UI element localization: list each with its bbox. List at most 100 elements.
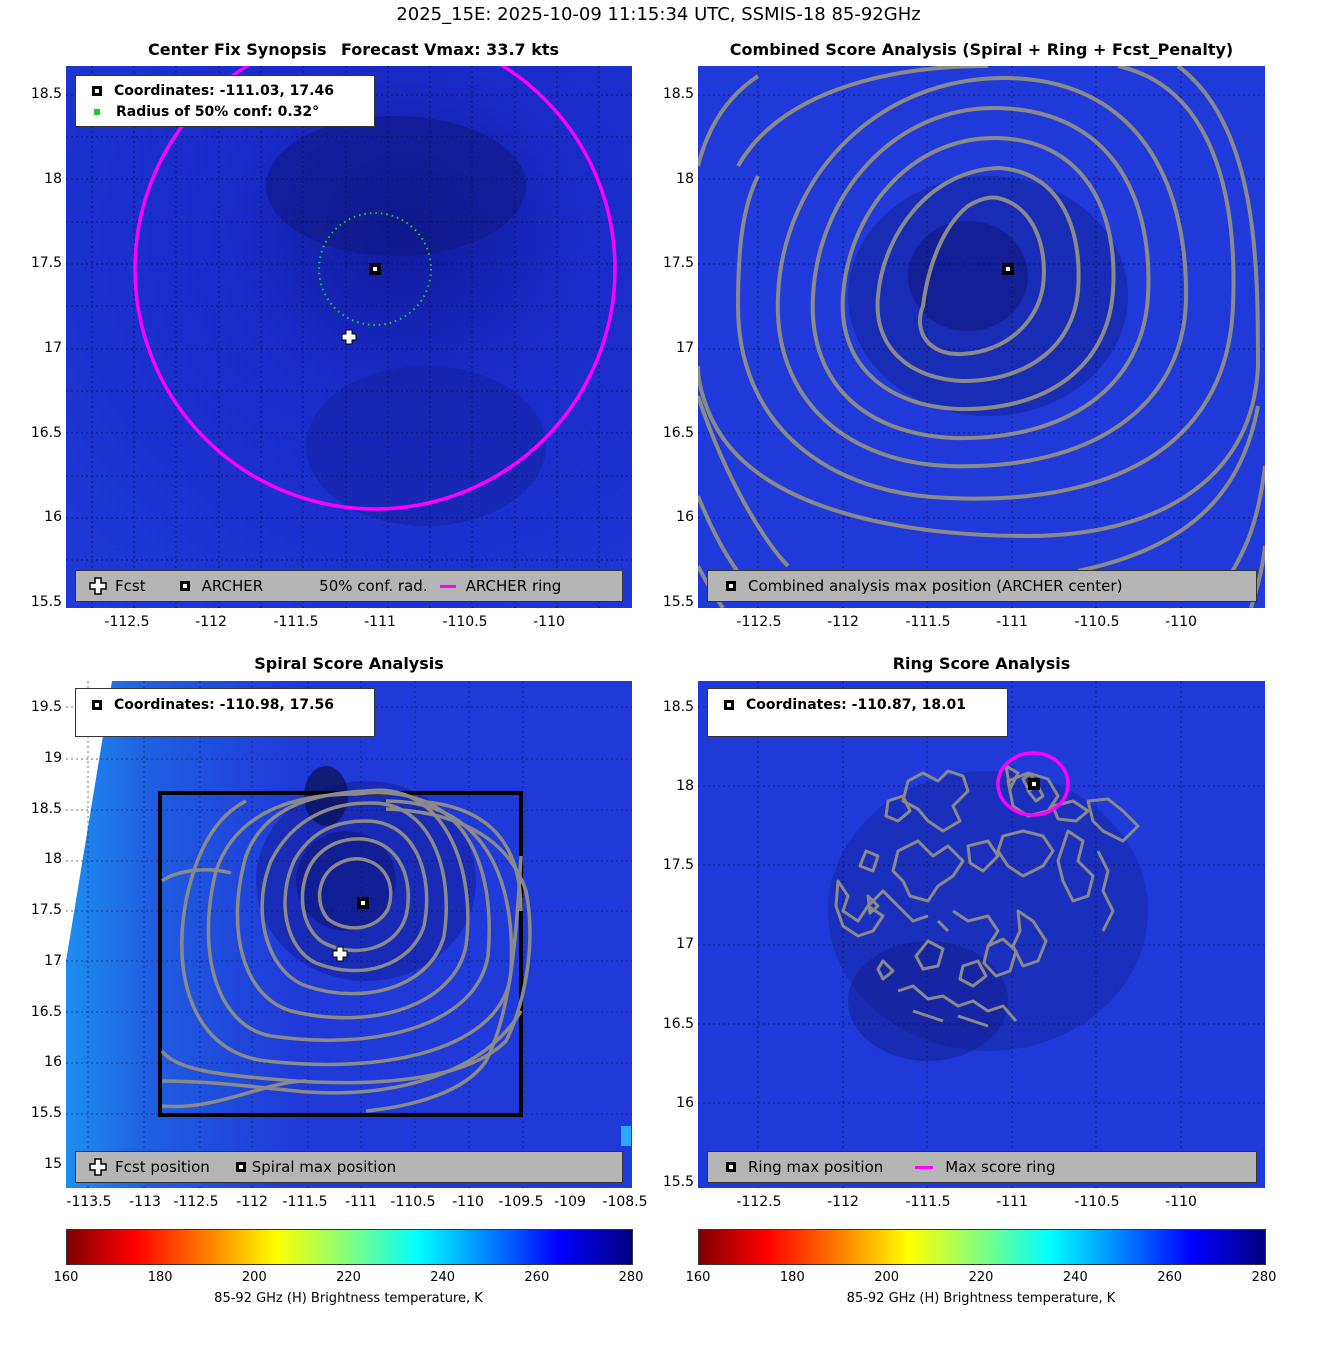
spiral-max-icon: [235, 1162, 246, 1172]
p3-xtick: -112.5: [173, 1194, 219, 1210]
max-ring-line-icon: [915, 1165, 934, 1169]
max-score-ring: [996, 751, 1070, 817]
p4-ytick: 18: [676, 778, 694, 794]
p1-xtick: -112: [195, 614, 227, 630]
ring-bottom-legend: Ring max position Max score ring: [707, 1151, 1257, 1183]
spiral-fcst-cross-icon: [89, 1158, 107, 1176]
p3-xtick: -111: [345, 1194, 377, 1210]
ring-plot: [698, 681, 1265, 1188]
legend-conf-label: 50% conf. rad.: [319, 577, 428, 595]
combined-max-icon: [726, 581, 736, 591]
combined-legend-label: Combined analysis max position (ARCHER c…: [748, 577, 1123, 595]
p1-xtick: -110.5: [442, 614, 488, 630]
colorbar-tick: 160: [53, 1270, 79, 1285]
p2-xtick: -110.5: [1074, 614, 1120, 630]
p3-xtick: -108.5: [602, 1194, 648, 1210]
colorbar-tick: 180: [779, 1270, 805, 1285]
synopsis-legend: Coordinates: -111.03, 17.46 Radius of 50…: [75, 75, 375, 127]
ring-line-icon: [439, 584, 456, 588]
colorbar-tick: 280: [618, 1270, 644, 1285]
ring-contours: [834, 764, 1140, 1028]
colorbar-tick: 280: [1251, 1270, 1277, 1285]
archer-center-marker: [369, 263, 381, 275]
legend-fcst-label: Fcst: [115, 577, 146, 595]
p3-ytick: 18.5: [30, 801, 62, 817]
p1-ytick: 18: [44, 171, 62, 187]
spiral-title: Spiral Score Analysis: [254, 654, 444, 673]
green-dot-icon: [94, 109, 100, 115]
legend-ring-max-label: Ring max position: [748, 1158, 884, 1176]
p1-ytick: 16.5: [30, 425, 62, 441]
legend-ring-label: ARCHER ring: [465, 577, 562, 595]
p2-ytick: 18.5: [662, 86, 694, 102]
p1-ytick: 18.5: [30, 86, 62, 102]
synopsis-title-left: Center Fix Synopsis: [148, 40, 327, 59]
combined-bottom-legend: Combined analysis max position (ARCHER c…: [707, 570, 1257, 602]
spiral-coords: Coordinates: -110.98, 17.56: [114, 697, 334, 713]
p3-ytick: 16.5: [30, 1004, 62, 1020]
p3-xtick: -113.5: [66, 1194, 112, 1210]
ring-legend: Coordinates: -110.87, 18.01: [707, 688, 1008, 737]
p4-xtick: -112.5: [736, 1194, 782, 1210]
synopsis-radius: Radius of 50% conf: 0.32°: [116, 104, 320, 120]
colorbar-left: [66, 1229, 633, 1265]
p3-xtick: -113: [129, 1194, 161, 1210]
p2-xtick: -112: [827, 614, 859, 630]
p4-ytick: 16: [676, 1095, 694, 1111]
archer-ring: [133, 66, 617, 511]
p4-xtick: -111.5: [905, 1194, 951, 1210]
p4-ytick: 17.5: [662, 857, 694, 873]
p3-xtick: -112: [236, 1194, 268, 1210]
p3-ytick: 19.5: [30, 699, 62, 715]
combined-contours: [698, 66, 1265, 608]
p3-ytick: 17: [44, 953, 62, 969]
combined-title: Combined Score Analysis (Spiral + Ring +…: [729, 40, 1234, 59]
p1-ytick: 15.5: [30, 594, 62, 610]
conf-radius-circle: [318, 212, 432, 326]
colorbar-tick: 160: [685, 1270, 711, 1285]
fcst-cross-icon: [89, 577, 107, 595]
p3-xtick: -110.5: [390, 1194, 436, 1210]
p3-xtick: -110: [452, 1194, 484, 1210]
p4-xtick: -110: [1165, 1194, 1197, 1210]
p4-xtick: -110.5: [1074, 1194, 1120, 1210]
ring-coords: Coordinates: -110.87, 18.01: [746, 697, 966, 713]
p2-ytick: 16.5: [662, 425, 694, 441]
p4-ytick: 16.5: [662, 1016, 694, 1032]
legend-fcst-position-label: Fcst position: [115, 1158, 210, 1176]
p2-ytick: 18: [676, 171, 694, 187]
synopsis-coords: Coordinates: -111.03, 17.46: [114, 83, 334, 99]
p3-ytick: 15.5: [30, 1105, 62, 1121]
colorbar-right: [698, 1229, 1266, 1265]
colorbar-tick: 260: [524, 1270, 550, 1285]
colorbar-tick: 200: [874, 1270, 900, 1285]
p2-ytick: 17.5: [662, 255, 694, 271]
colorbar-tick: 180: [147, 1270, 173, 1285]
spiral-legend: Coordinates: -110.98, 17.56: [75, 688, 375, 737]
p3-ytick: 15: [44, 1156, 62, 1172]
spiral-forecast-marker: [332, 946, 348, 962]
spiral-square-icon: [92, 700, 102, 710]
p3-xtick: -109.5: [498, 1194, 544, 1210]
archer-legend-icon: [179, 581, 190, 591]
colorbar-right-label: 85-92 GHz (H) Brightness temperature, K: [846, 1291, 1116, 1306]
p3-ytick: 16: [44, 1054, 62, 1070]
colorbar-tick: 200: [241, 1270, 267, 1285]
synopsis-plot: [66, 66, 632, 608]
p4-xtick: -111: [996, 1194, 1028, 1210]
p2-ytick: 15.5: [662, 594, 694, 610]
legend-spiral-max-label: Spiral max position: [251, 1158, 397, 1176]
ring-square-icon: [724, 700, 734, 710]
p3-xtick: -109: [554, 1194, 586, 1210]
p2-xtick: -112.5: [736, 614, 782, 630]
p3-xtick: -111.5: [282, 1194, 328, 1210]
colorbar-tick: 240: [430, 1270, 456, 1285]
p3-ytick: 18: [44, 851, 62, 867]
p2-ytick: 16: [676, 509, 694, 525]
ring-title: Ring Score Analysis: [892, 654, 1071, 673]
p2-xtick: -110: [1165, 614, 1197, 630]
ring-max-icon: [726, 1162, 736, 1172]
p4-ytick: 18.5: [662, 699, 694, 715]
figure-title: 2025_15E: 2025-10-09 11:15:34 UTC, SSMIS…: [396, 4, 921, 25]
p4-ytick: 15.5: [662, 1174, 694, 1190]
